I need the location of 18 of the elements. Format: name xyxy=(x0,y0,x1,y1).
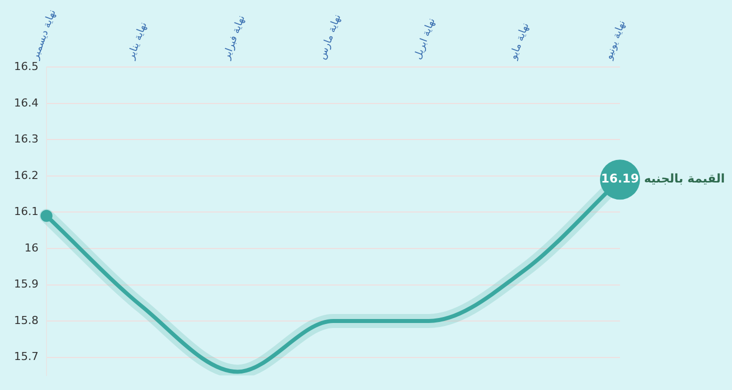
y-tick-label: 15.9 xyxy=(14,278,38,291)
y-tick-label: 15.8 xyxy=(14,314,38,327)
x-tick-label: نهاية فبراير xyxy=(220,14,248,62)
data-label: 16.19 xyxy=(601,172,639,186)
x-tick-label: نهاية ديسمبر xyxy=(30,8,58,62)
series-label: القيمة بالجنيه xyxy=(644,172,725,186)
y-tick-label: 15.7 xyxy=(14,350,38,364)
y-tick-label: 16.5 xyxy=(14,60,38,74)
y-tick-label: 16.4 xyxy=(14,96,38,110)
y-tick-label: 16.2 xyxy=(14,168,38,182)
x-tick-label: نهاية مارس xyxy=(316,12,344,62)
x-tick-label: نهاية ابريل xyxy=(412,16,438,62)
x-tick-label: نهاية مايو xyxy=(508,22,532,62)
y-tick-label: 16.3 xyxy=(14,132,38,146)
x-tick-label: نهاية يونيو xyxy=(603,19,628,62)
y-tick-label: 16 xyxy=(24,241,38,254)
y-tick-label: 16.1 xyxy=(14,205,38,218)
x-tick-label: نهاية يناير xyxy=(125,20,150,62)
